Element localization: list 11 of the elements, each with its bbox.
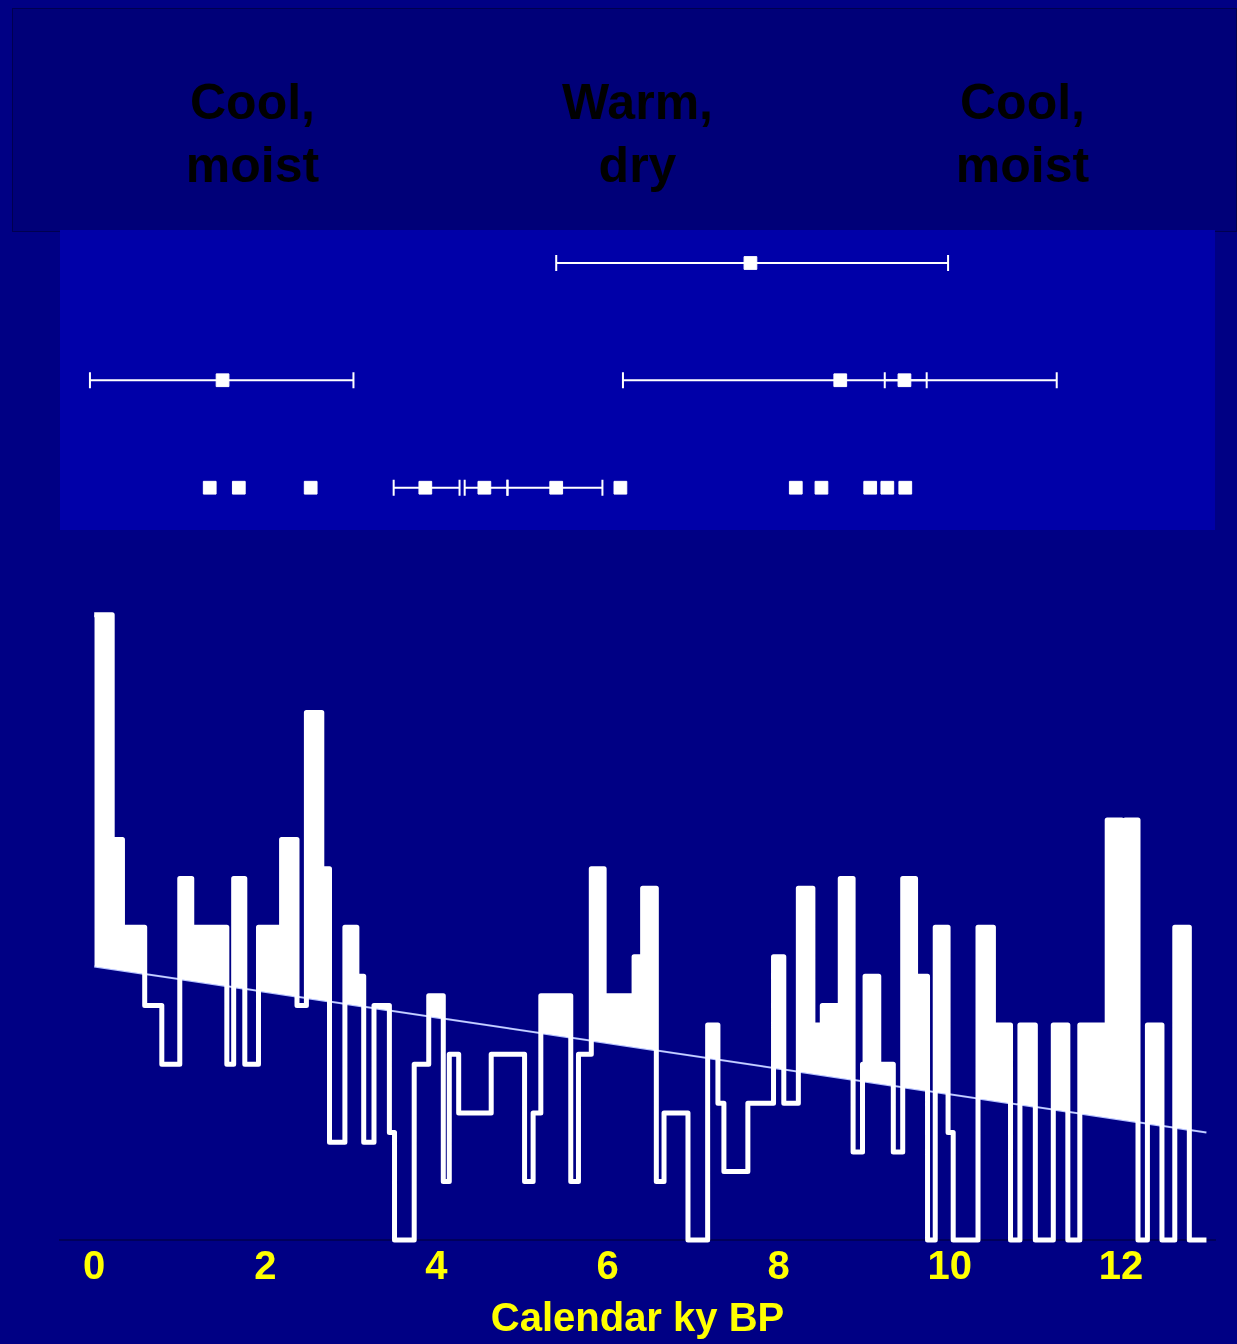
x-tick-label: 10 <box>927 1243 973 1288</box>
x-tick-label: 2 <box>254 1243 277 1288</box>
x-tick-label: 6 <box>596 1243 619 1288</box>
text: Warm, dry <box>562 73 713 193</box>
text: Cool, moist <box>955 73 1090 193</box>
x-tick-label: 8 <box>767 1243 790 1288</box>
x-tick-label: 4 <box>425 1243 449 1288</box>
text: Cool, moist <box>185 73 320 193</box>
x-axis-title: Calendar ky BP <box>490 1295 785 1340</box>
x-tick-label: 0 <box>83 1243 106 1288</box>
x-tick-label: 12 <box>1098 1243 1144 1288</box>
